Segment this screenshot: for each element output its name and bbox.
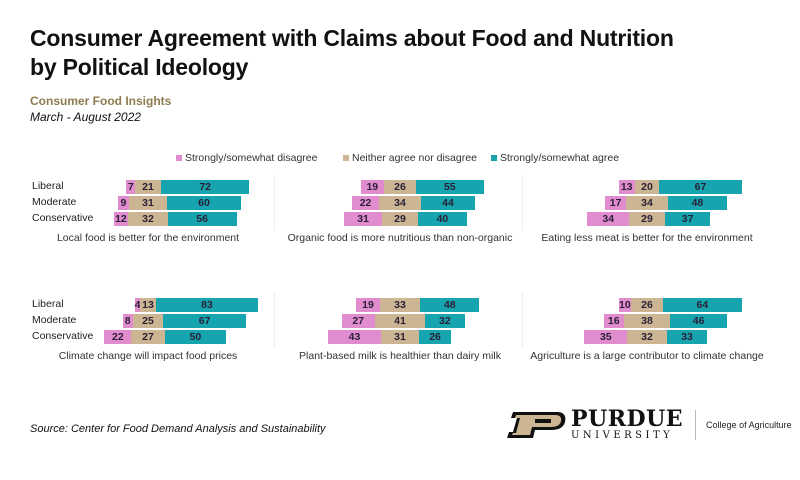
bar-agree-moderate: 46 [670,314,727,328]
bar-disagree-conservative: 43 [328,330,381,344]
bar-neutral-liberal: 33 [379,298,421,312]
bar-disagree-liberal: 7 [126,180,136,194]
bar-disagree-moderate: 8 [122,314,133,328]
bar-agree-moderate: 32 [425,314,465,328]
bar-agree-conservative: 26 [419,330,452,344]
source-note: Source: Center for Food Demand Analysis … [30,423,326,435]
panel-caption: Organic food is more nutritious than non… [287,232,513,244]
title-line-2: by Political Ideology [30,54,249,80]
bar-disagree-liberal: 19 [360,180,384,194]
logo-purdue-text: PURDUE [571,406,684,432]
legend-label: Neither agree nor disagree [352,152,477,164]
legend-swatch [343,155,349,161]
title-line-1: Consumer Agreement with Claims about Foo… [30,25,674,51]
legend-label: Strongly/somewhat agree [500,152,620,164]
bar-neutral-liberal: 21 [135,180,161,194]
bar-neutral-conservative: 27 [131,330,165,344]
panel-divider [522,174,523,230]
bar-neutral-moderate: 25 [132,314,164,328]
legend-item-neutral: Neither agree nor disagree [343,152,477,164]
bar-neutral-moderate: 31 [128,196,168,210]
bar-disagree-moderate: 16 [603,314,624,328]
panel-caption: Plant-based milk is healthier than dairy… [299,350,501,362]
bar-disagree-moderate: 17 [605,196,627,210]
bar-disagree-conservative: 31 [344,212,383,226]
bar-neutral-moderate: 34 [379,196,421,210]
bar-disagree-conservative: 22 [104,330,132,344]
row-label-conservative: Conservative [32,212,94,224]
bar-agree-conservative: 56 [167,212,237,226]
panel-caption: Agriculture is a large contributor to cl… [530,350,764,362]
legend-swatch [176,155,182,161]
panel-caption: Climate change will impact food prices [58,350,238,362]
bar-disagree-liberal: 4 [134,298,141,312]
bar-neutral-conservative: 32 [627,330,667,344]
row-label-moderate: Moderate [32,196,77,208]
bar-disagree-liberal: 10 [618,298,631,312]
bar-disagree-moderate: 27 [341,314,375,328]
bar-neutral-conservative: 29 [382,212,418,226]
bar-disagree-conservative: 34 [587,212,630,226]
bar-agree-liberal: 55 [415,180,484,194]
college-label: College of Agriculture [695,409,792,440]
bar-neutral-liberal: 13 [140,298,156,312]
bar-agree-moderate: 60 [167,196,241,210]
panel-divider [522,292,523,348]
bar-neutral-liberal: 20 [634,180,660,194]
bar-neutral-moderate: 34 [626,196,668,210]
logo-university-text: UNIVERSITY [571,430,674,441]
panel-caption: Eating less meat is better for the envir… [541,232,753,244]
chart-title: Consumer Agreement with Claims about Foo… [30,24,674,82]
bar-neutral-moderate: 41 [374,314,426,328]
legend-item-agree: Strongly/somewhat agree [491,152,619,164]
bar-agree-conservative: 37 [664,212,711,226]
bar-neutral-moderate: 38 [623,314,671,328]
legend-item-disagree: Strongly/somewhat disagree [176,152,318,164]
bar-agree-liberal: 67 [659,180,742,194]
bar-agree-conservative: 40 [417,212,468,226]
subtitle: Consumer Food Insights [30,94,172,108]
bar-agree-moderate: 48 [667,196,727,210]
row-label-liberal: Liberal [32,298,64,310]
row-label-moderate: Moderate [32,314,77,326]
bar-disagree-conservative: 35 [584,330,628,344]
bar-neutral-conservative: 29 [629,212,665,226]
bar-disagree-liberal: 13 [618,180,635,194]
bar-agree-moderate: 44 [420,196,476,210]
bar-neutral-liberal: 26 [384,180,416,194]
purdue-logo: PURDUE UNIVERSITY College of Agriculture [505,408,792,441]
legend-label: Strongly/somewhat disagree [185,152,318,164]
bar-disagree-conservative: 12 [113,212,129,226]
bar-agree-liberal: 64 [662,298,742,312]
logo-wordmark: PURDUE UNIVERSITY [571,408,683,441]
purdue-p-icon [507,411,566,438]
bar-agree-liberal: 48 [420,298,480,312]
panel-caption: Local food is better for the environment [56,232,240,244]
bar-disagree-moderate: 9 [117,196,129,210]
panel-divider [274,174,275,230]
row-label-liberal: Liberal [32,180,64,192]
row-label-conservative: Conservative [32,330,94,342]
bar-agree-moderate: 67 [163,314,246,328]
bar-neutral-conservative: 31 [380,330,420,344]
bar-agree-conservative: 33 [666,330,708,344]
bar-agree-liberal: 83 [155,298,259,312]
bar-agree-conservative: 50 [164,330,227,344]
bar-disagree-liberal: 19 [356,298,380,312]
date-range: March - August 2022 [30,110,141,124]
bar-agree-liberal: 72 [160,180,250,194]
legend-swatch [491,155,497,161]
bar-neutral-conservative: 32 [128,212,168,226]
bar-disagree-moderate: 22 [352,196,380,210]
bar-neutral-liberal: 26 [631,298,663,312]
panel-divider [274,292,275,348]
